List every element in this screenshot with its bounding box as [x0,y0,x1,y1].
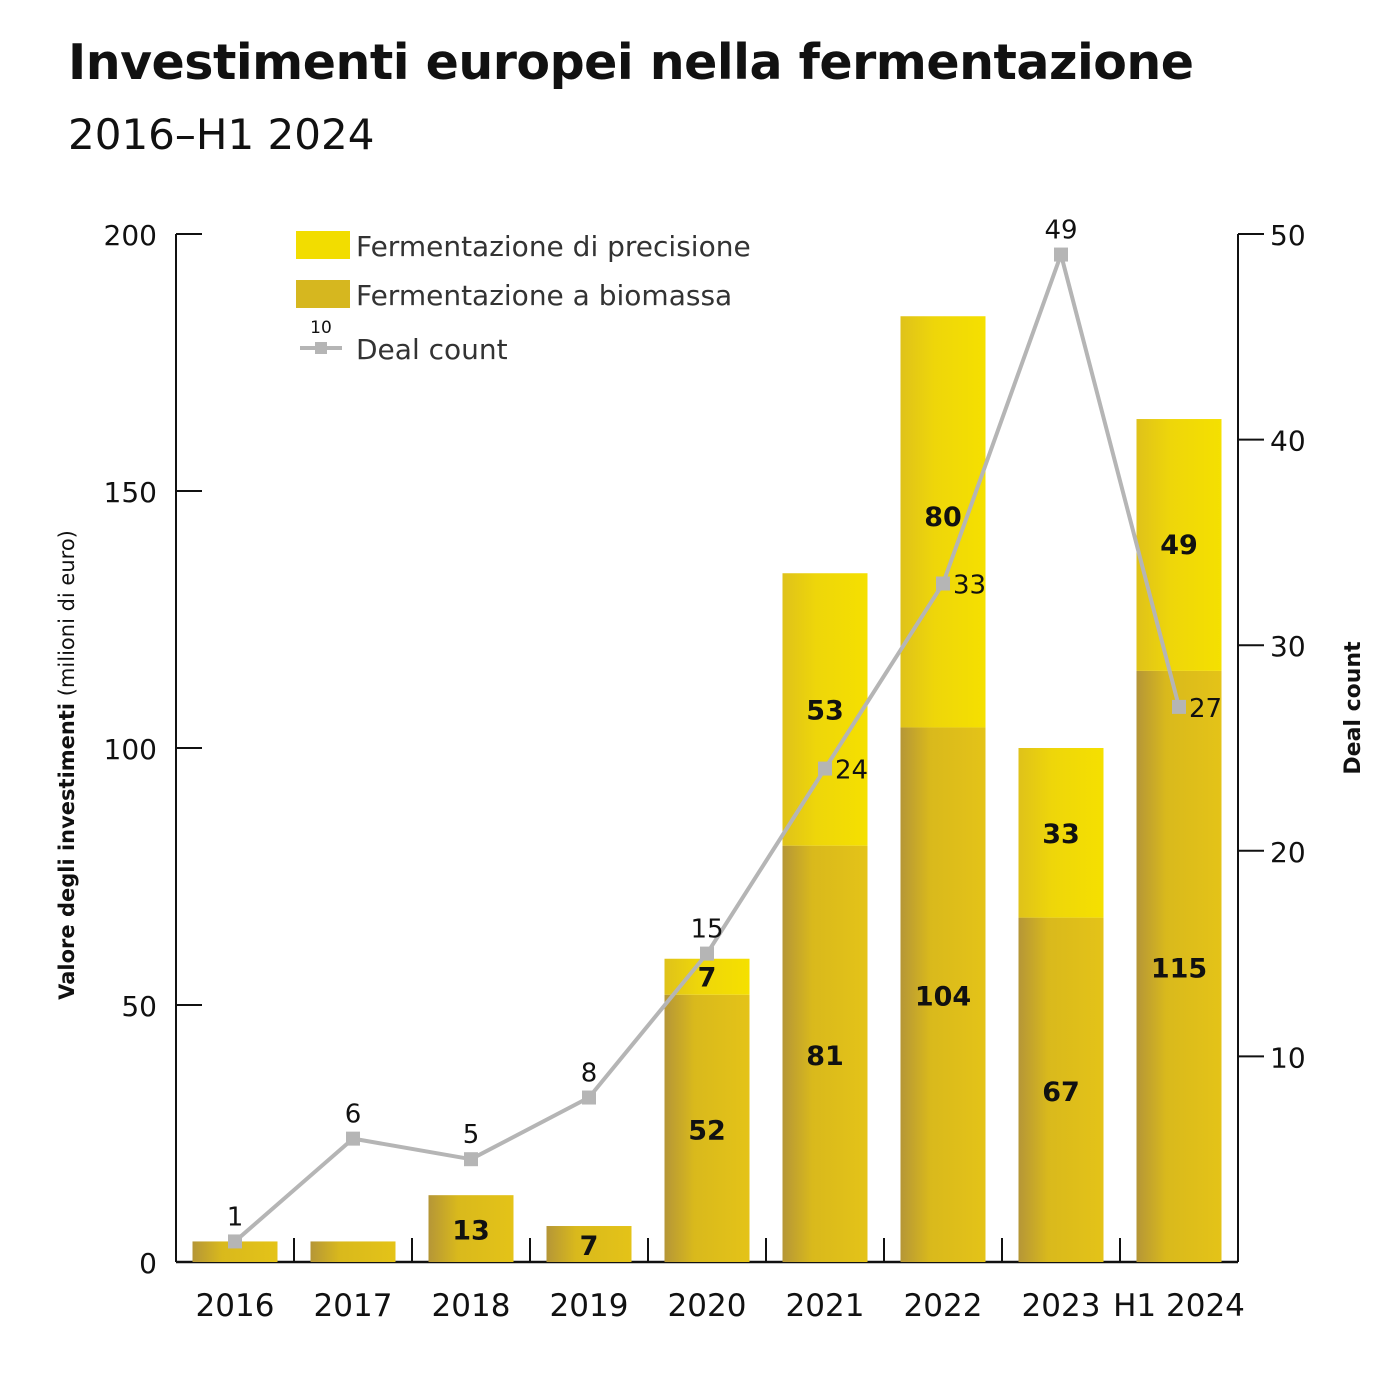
deal-count-marker [464,1152,478,1167]
y2-tick-label: 10 [1270,1041,1306,1074]
deal-count-marker [936,576,950,591]
x-tick-label: 2016 [196,1288,275,1324]
y2-tick-label: 20 [1270,836,1306,869]
bar-label-precisione: 53 [806,695,844,726]
bar-label-biomassa: 67 [1042,1077,1080,1108]
x-tick-label: 2022 [904,1288,983,1324]
y-tick-label: 200 [104,219,157,252]
bar-biomassa [310,1241,396,1262]
bar-label-precisione: 49 [1160,530,1198,561]
y2-axis-title: Deal count [1341,641,1366,775]
y-tick-label: 100 [104,733,157,766]
y-tick-label: 50 [121,990,157,1023]
deal-count-label: 24 [835,756,868,786]
deal-count-label: 8 [581,1059,598,1089]
deal-count-label: 49 [1044,216,1077,246]
bar-label-biomassa: 7 [580,1231,599,1262]
bar-label-biomassa: 81 [806,1041,844,1072]
bar-biomassa [900,727,986,1262]
deal-count-marker [818,761,832,776]
bar-label-biomassa: 52 [688,1115,726,1146]
bar-label-precisione: 33 [1042,819,1080,850]
legend-marker-value: 10 [310,318,332,338]
y-axis-title: Valore degli investimenti (milioni di eu… [55,530,79,1000]
legend-marker-deal-count [315,342,327,354]
bar-precisione [900,316,986,728]
y2-tick-label: 40 [1270,425,1306,458]
y2-tick-label: 50 [1270,219,1306,252]
deal-count-label: 33 [953,571,986,601]
legend-label-biomassa: Fermentazione a biomassa [356,279,732,312]
y-axis-title-unit: (milioni di euro) [55,530,79,703]
x-tick-label: 2021 [786,1288,865,1324]
bar-label-biomassa: 13 [452,1216,490,1247]
bar-biomassa [192,1241,278,1262]
deal-count-label: 1 [227,1202,244,1232]
bar-biomassa [1136,670,1222,1262]
chart-title: Investimenti europei nella fermentazione [68,34,1194,91]
y-tick-label: 0 [139,1247,157,1280]
bar-label-biomassa: 115 [1151,953,1207,984]
deal-count-marker [700,946,714,961]
legend-swatch-biomassa [296,280,350,308]
deal-count-label: 5 [463,1120,480,1150]
deal-count-marker [1172,699,1186,714]
deal-count-marker [228,1234,242,1249]
bar-label-precisione: 7 [698,963,717,994]
y-tick-label: 150 [104,476,157,509]
bar-precisione [782,573,868,846]
bar-biomassa [1018,917,1104,1262]
legend-swatch-precisione [296,231,350,259]
bar-biomassa [664,994,750,1262]
y2-tick-label: 30 [1270,630,1306,663]
deal-count-label: 6 [345,1100,362,1130]
x-tick-label: 2019 [550,1288,629,1324]
bar-label-precisione: 80 [924,502,962,533]
deal-count-label: 15 [690,915,723,945]
deal-count-marker [346,1131,360,1146]
x-tick-label: 2018 [432,1288,511,1324]
bar-biomassa [782,845,868,1262]
x-tick-label: 2020 [668,1288,747,1324]
x-tick-label: 2023 [1022,1288,1101,1324]
y-axis-title-main: Valore degli investimenti [55,703,79,1000]
x-tick-label: 2017 [314,1288,393,1324]
deal-count-label: 27 [1189,694,1222,724]
x-tick-label: H1 2024 [1113,1288,1245,1324]
bar-precisione [1136,419,1222,671]
bar-label-biomassa: 104 [915,982,971,1013]
legend-label-deal-count: Deal count [356,333,508,366]
chart-subtitle: 2016–H1 2024 [68,110,375,159]
bar-precisione [1018,748,1104,918]
legend-label-precisione: Fermentazione di precisione [356,230,751,263]
deal-count-marker [582,1090,596,1105]
bar-biomassa [428,1195,514,1262]
deal-count-marker [1054,247,1068,262]
bar-biomassa [546,1226,632,1262]
